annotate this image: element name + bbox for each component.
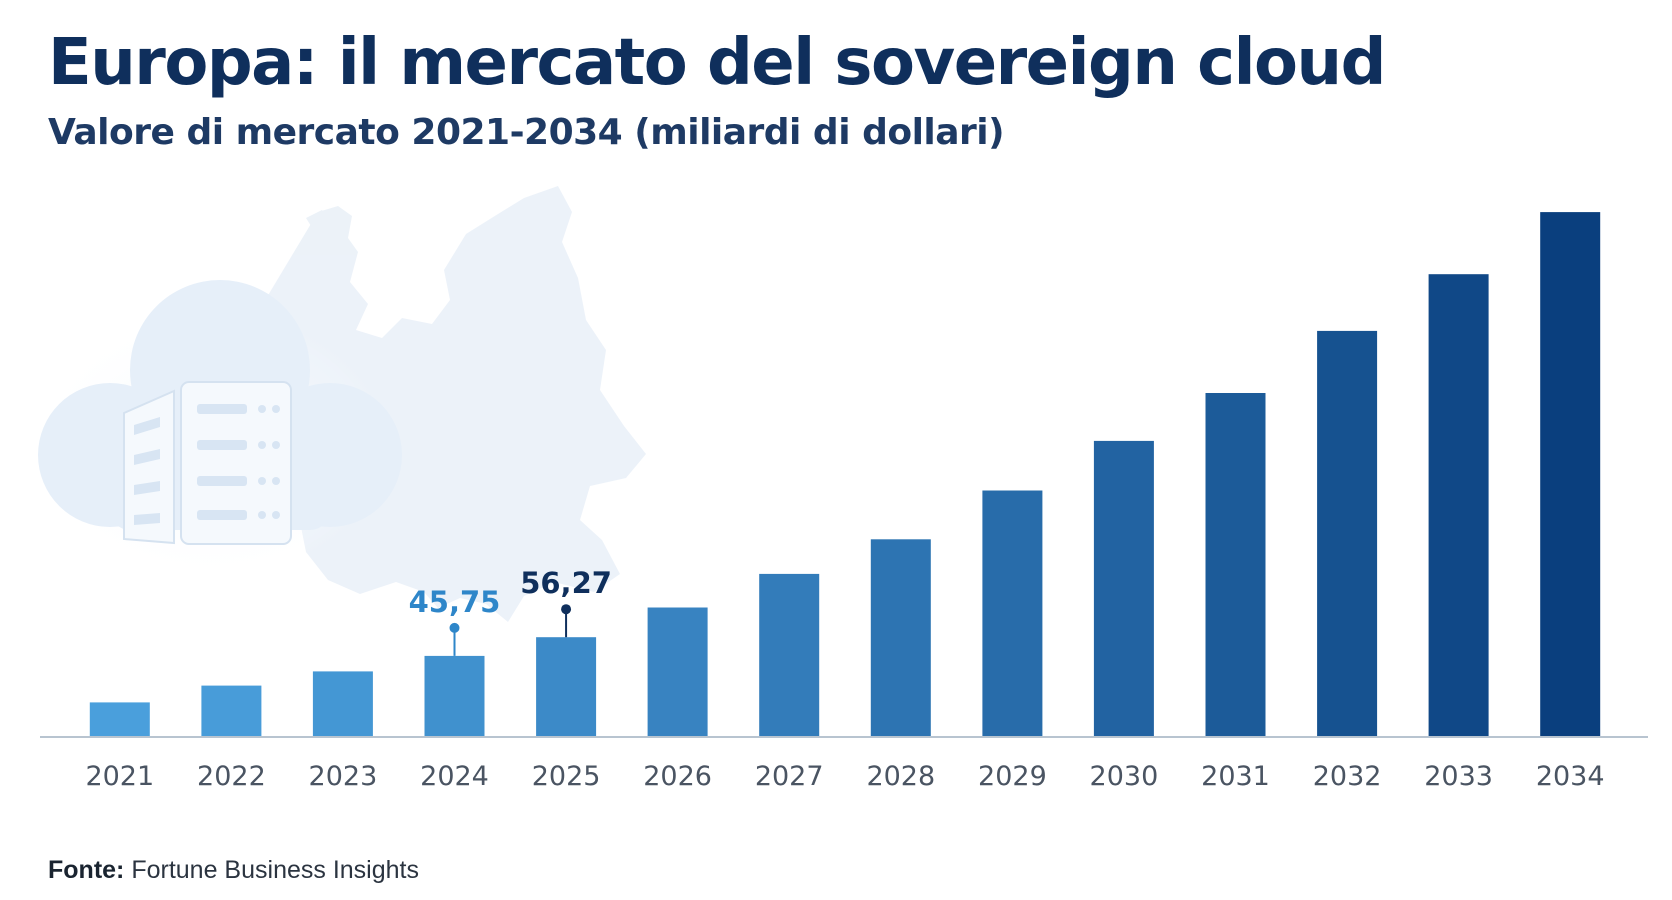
x-tick-label-2021: 2021	[85, 761, 154, 792]
x-tick-label-2022: 2022	[197, 761, 266, 792]
bar-2021	[89, 702, 150, 737]
bar-2023	[312, 671, 373, 737]
x-tick-label-2032: 2032	[1313, 761, 1382, 792]
bar-2031	[1205, 393, 1266, 737]
x-tick-label-2033: 2033	[1424, 761, 1493, 792]
bar-2022	[201, 685, 262, 737]
bar-2027	[759, 573, 820, 737]
x-tick-label-2034: 2034	[1536, 761, 1605, 792]
x-tick-label-2027: 2027	[755, 761, 824, 792]
bar-2032	[1317, 330, 1378, 737]
data-label-2024: 45,75	[409, 585, 501, 619]
chart-subtitle: Valore di mercato 2021-2034 (miliardi di…	[48, 112, 1005, 153]
bar-2034	[1540, 212, 1601, 738]
x-tick-label-2023: 2023	[309, 761, 378, 792]
bar-2026	[647, 607, 708, 737]
bar-2030	[1093, 440, 1154, 737]
bar-2033	[1428, 274, 1489, 737]
annotation-dot-2025	[561, 604, 572, 615]
data-label-2025: 56,27	[520, 566, 612, 600]
cloud-server-icon	[30, 280, 402, 580]
bar-2024	[424, 655, 485, 737]
source-label: Fonte:	[48, 856, 125, 884]
source-note: Fonte: Fortune Business Insights	[48, 856, 419, 885]
x-tick-label-2025: 2025	[532, 761, 601, 792]
x-tick-label-2031: 2031	[1201, 761, 1270, 792]
x-tick-label-2030: 2030	[1090, 761, 1159, 792]
x-tick-label-2026: 2026	[643, 761, 712, 792]
chart-title: Europa: il mercato del sovereign cloud	[48, 26, 1386, 100]
bar-2029	[982, 490, 1043, 737]
annotation-dot-2024	[449, 622, 460, 633]
x-tick-label-2024: 2024	[420, 761, 489, 792]
x-tick-label-2029: 2029	[978, 761, 1047, 792]
bar-2028	[870, 539, 931, 737]
x-tick-label-2028: 2028	[866, 761, 935, 792]
source-text: Fortune Business Insights	[131, 856, 419, 884]
bar-2025	[536, 637, 597, 737]
